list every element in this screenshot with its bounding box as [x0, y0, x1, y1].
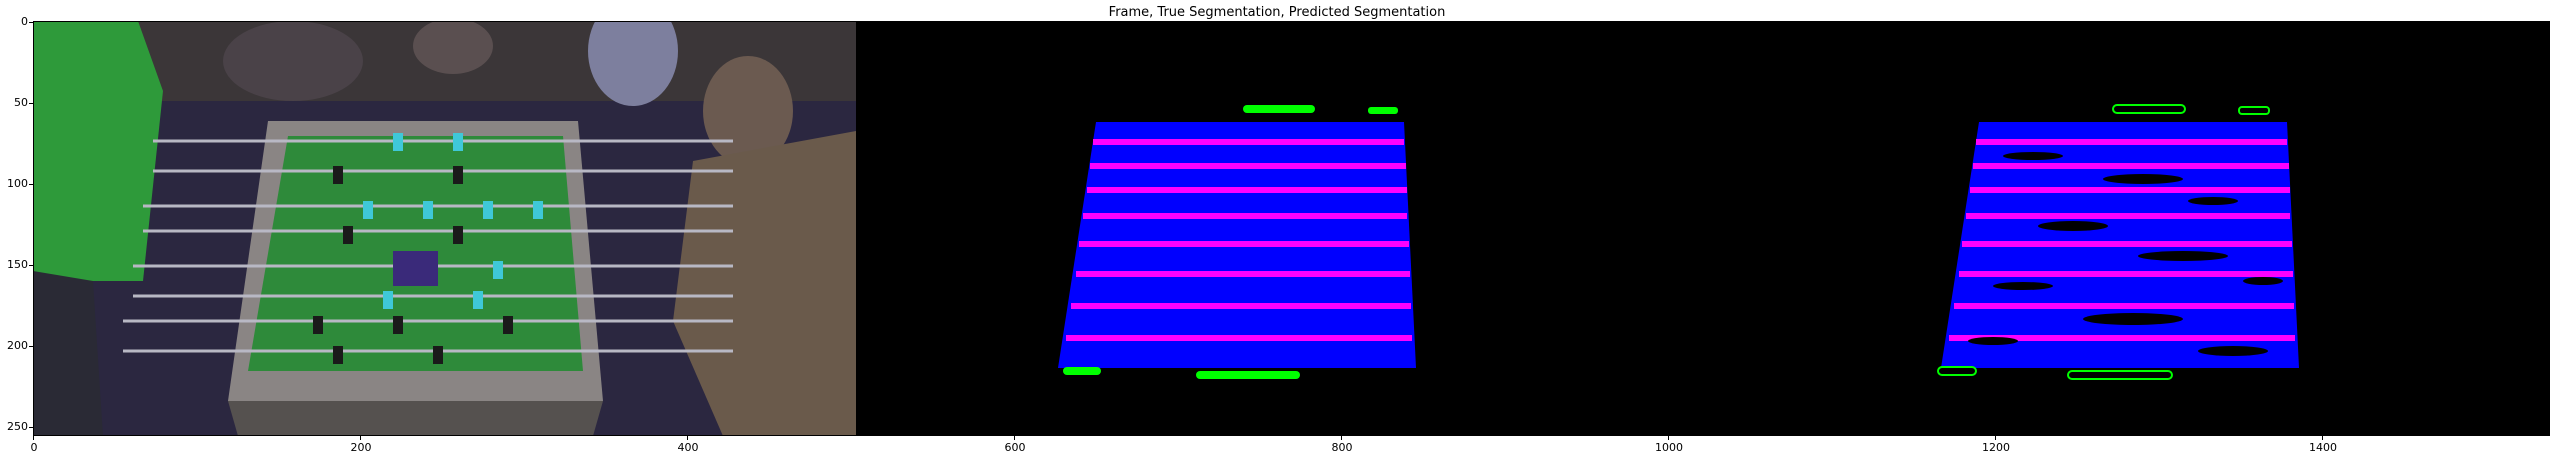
- x-tick-label: 600: [1004, 441, 1026, 454]
- y-tick-mark: [29, 184, 33, 185]
- predicted-segmentation-panel: [1937, 104, 2299, 380]
- x-tick-label: 0: [30, 441, 38, 454]
- y-tick-mark: [29, 22, 33, 23]
- x-tick-label: 800: [1331, 441, 1353, 454]
- x-tick-mark: [687, 436, 688, 440]
- y-tick-mark: [29, 265, 33, 266]
- x-tick-mark: [1341, 436, 1342, 440]
- x-tick-mark: [1668, 436, 1669, 440]
- x-tick-label: 1000: [1655, 441, 1683, 454]
- figure-title: Frame, True Segmentation, Predicted Segm…: [1108, 5, 1446, 20]
- x-tick-label: 1400: [2309, 441, 2337, 454]
- y-tick-label: 50: [14, 96, 28, 109]
- x-tick-mark: [33, 436, 34, 440]
- x-tick-label: 200: [350, 441, 372, 454]
- x-tick-label: 1200: [1982, 441, 2010, 454]
- y-tick-mark: [29, 346, 33, 347]
- y-tick-mark: [29, 103, 33, 104]
- y-tick-label: 250: [7, 420, 28, 433]
- x-tick-mark: [2322, 436, 2323, 440]
- y-tick-label: 100: [7, 177, 28, 190]
- composite-image: [33, 21, 2299, 436]
- y-tick-label: 200: [7, 339, 28, 352]
- image-axes: [33, 21, 2550, 436]
- x-tick-mark: [1014, 436, 1015, 440]
- x-tick-mark: [360, 436, 361, 440]
- frame-panel: [33, 21, 856, 436]
- y-tick-label: 150: [7, 258, 28, 271]
- true-segmentation-panel: [1058, 105, 1416, 379]
- x-tick-label: 400: [677, 441, 699, 454]
- y-tick-label: 0: [21, 15, 28, 28]
- y-tick-mark: [29, 427, 33, 428]
- x-tick-mark: [1995, 436, 1996, 440]
